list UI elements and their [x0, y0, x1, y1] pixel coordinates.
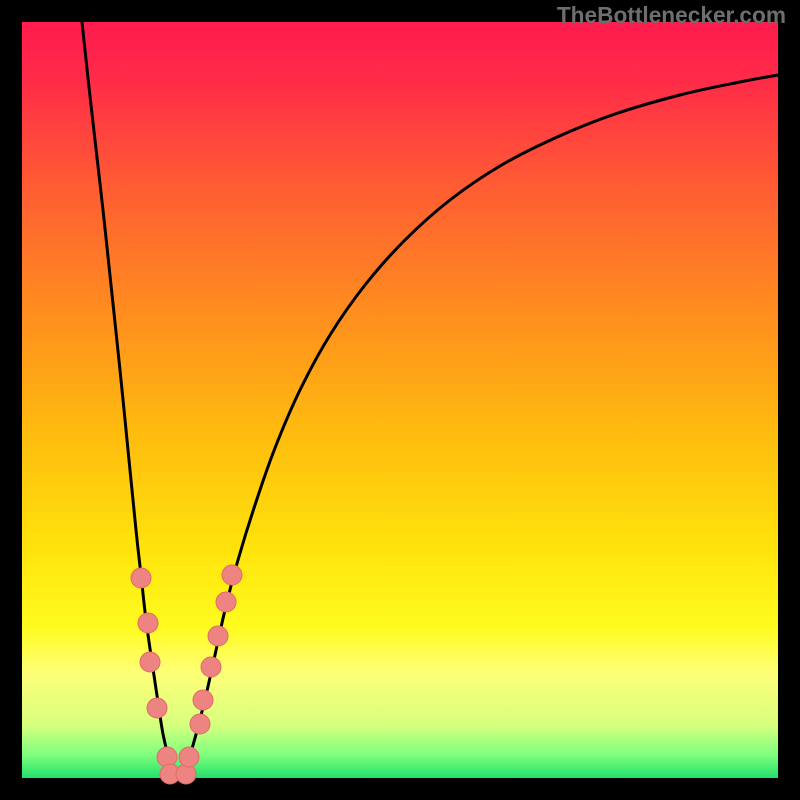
curve-left-branch [82, 22, 178, 778]
data-marker [147, 698, 167, 718]
watermark-text: TheBottlenecker.com [557, 2, 786, 29]
data-marker [138, 613, 158, 633]
curve-right-branch [178, 75, 778, 778]
data-marker [140, 652, 160, 672]
data-marker [131, 568, 151, 588]
chart-frame: TheBottlenecker.com [0, 0, 800, 800]
data-marker [216, 592, 236, 612]
data-marker [193, 690, 213, 710]
data-marker [179, 747, 199, 767]
data-marker [190, 714, 210, 734]
chart-svg [0, 0, 800, 800]
data-marker [208, 626, 228, 646]
data-marker [201, 657, 221, 677]
data-marker [222, 565, 242, 585]
markers-group [131, 565, 242, 784]
